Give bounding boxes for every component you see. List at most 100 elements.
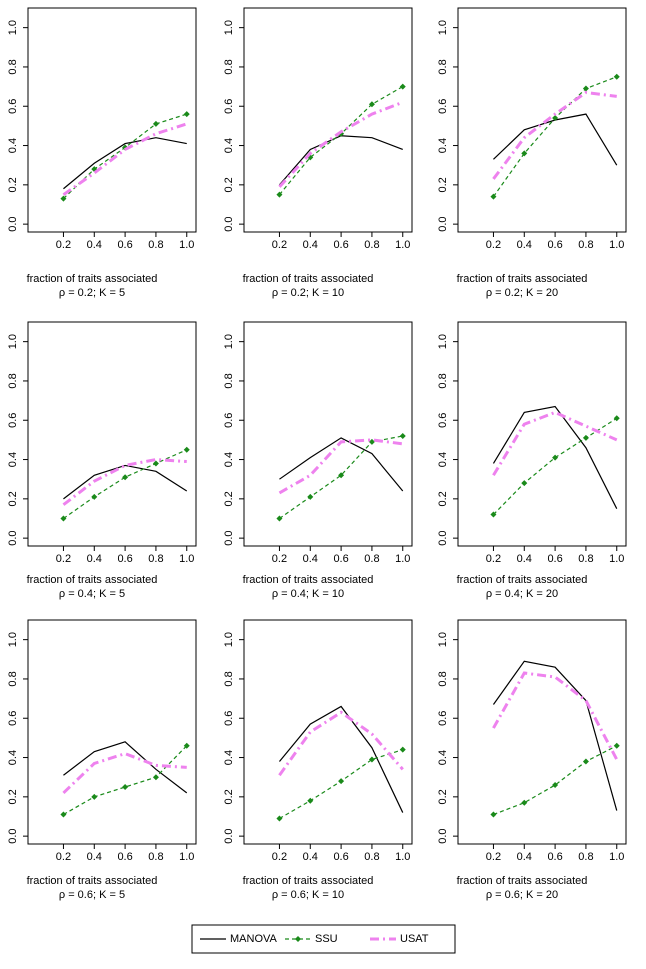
point-marker (490, 811, 497, 818)
x-tick-label: 0.4 (303, 553, 318, 565)
y-tick-label: 0.0 (223, 216, 235, 231)
y-tick-label: 0.2 (437, 177, 449, 192)
y-tick-label: 0.6 (437, 413, 449, 428)
x-tick-label: 1.0 (395, 851, 410, 863)
point-marker (490, 511, 497, 518)
point-marker (552, 782, 559, 789)
x-tick-label: 1.0 (179, 553, 194, 565)
series-line (63, 464, 188, 500)
point-marker (122, 784, 129, 791)
series-line (492, 410, 618, 477)
subtitle: ρ = 0.4; K = 10 (272, 588, 344, 600)
series-line (63, 137, 187, 190)
legend-marker (295, 936, 301, 942)
point-marker (276, 815, 283, 822)
point-marker (368, 101, 375, 108)
y-tick-label: 0.6 (7, 711, 19, 726)
series-line (492, 660, 618, 811)
x-tick-label: 0.6 (117, 851, 132, 863)
x-tick-label: 0.4 (517, 553, 532, 565)
x-tick-label: 0.8 (148, 553, 163, 565)
point-marker (613, 742, 620, 749)
series-line (62, 752, 187, 794)
point-marker (368, 438, 375, 445)
point-marker (152, 460, 159, 467)
subtitle: ρ = 0.6; K = 5 (59, 889, 125, 901)
subtitle: ρ = 0.6; K = 10 (272, 889, 344, 901)
x-axis-label: fraction of traits associated (27, 273, 158, 285)
x-tick-label: 0.6 (333, 553, 348, 565)
y-tick-label: 0.6 (223, 99, 235, 114)
y-tick-label: 0.4 (223, 138, 235, 153)
series-line (63, 745, 188, 816)
x-tick-label: 0.8 (578, 553, 593, 565)
y-tick-label: 1.0 (7, 632, 19, 647)
series-line (278, 86, 404, 196)
x-tick-label: 1.0 (395, 553, 410, 565)
x-axis-label: fraction of traits associated (243, 574, 374, 586)
point-marker (613, 415, 620, 422)
point-marker (152, 774, 159, 781)
legend-label: SSU (315, 933, 338, 945)
y-tick-label: 1.0 (223, 20, 235, 35)
point-marker (307, 797, 314, 804)
x-axis-label: fraction of traits associated (457, 574, 588, 586)
subtitle: ρ = 0.6; K = 20 (486, 889, 558, 901)
point-marker (521, 799, 528, 806)
x-axis-label: fraction of traits associated (27, 574, 158, 586)
point-marker (613, 73, 620, 80)
plot-frame (457, 321, 627, 547)
y-tick-label: 0.0 (223, 828, 235, 843)
x-tick-label: 0.2 (486, 553, 501, 565)
point-marker (368, 756, 375, 763)
x-tick-label: 0.6 (547, 239, 562, 251)
y-tick-label: 0.4 (7, 138, 19, 153)
subtitle: ρ = 0.2; K = 10 (272, 287, 344, 299)
point-marker (122, 144, 129, 151)
point-marker (152, 120, 159, 127)
x-tick-label: 0.8 (364, 553, 379, 565)
point-marker (276, 191, 283, 198)
x-tick-label: 0.4 (517, 851, 532, 863)
x-tick-label: 0.2 (56, 851, 71, 863)
point-marker (276, 515, 283, 522)
subtitle: ρ = 0.4; K = 5 (59, 588, 125, 600)
plot-frame (457, 7, 627, 233)
series-line (63, 113, 187, 200)
point-marker (91, 493, 98, 500)
point-marker (490, 193, 497, 200)
legend-label: USAT (400, 933, 429, 945)
point-marker (60, 195, 67, 202)
x-tick-label: 1.0 (395, 239, 410, 251)
series-line (493, 113, 618, 166)
x-tick-label: 1.0 (609, 851, 624, 863)
y-tick-label: 0.2 (223, 789, 235, 804)
point-marker (91, 793, 98, 800)
x-tick-label: 0.2 (486, 239, 501, 251)
x-tick-label: 0.2 (272, 239, 287, 251)
y-tick-label: 1.0 (7, 20, 19, 35)
series-line (492, 90, 617, 180)
y-tick-label: 0.8 (223, 671, 235, 686)
y-tick-label: 0.0 (7, 530, 19, 545)
y-tick-label: 0.6 (437, 711, 449, 726)
plot-frame (243, 7, 413, 233)
x-tick-label: 1.0 (609, 239, 624, 251)
series-line (278, 135, 403, 186)
x-axis-label: fraction of traits associated (457, 875, 588, 887)
x-tick-label: 0.8 (364, 239, 379, 251)
y-tick-label: 0.6 (223, 413, 235, 428)
x-tick-label: 1.0 (609, 553, 624, 565)
y-tick-label: 0.0 (7, 828, 19, 843)
x-tick-label: 0.4 (517, 239, 532, 251)
point-marker (521, 480, 528, 487)
series-line (62, 458, 187, 506)
y-tick-label: 1.0 (437, 20, 449, 35)
y-tick-label: 0.8 (7, 59, 19, 74)
y-tick-label: 0.0 (7, 216, 19, 231)
point-marker (122, 474, 129, 481)
x-tick-label: 0.6 (547, 553, 562, 565)
point-marker (399, 432, 406, 439)
series-line (62, 122, 188, 196)
y-tick-label: 0.2 (223, 177, 235, 192)
